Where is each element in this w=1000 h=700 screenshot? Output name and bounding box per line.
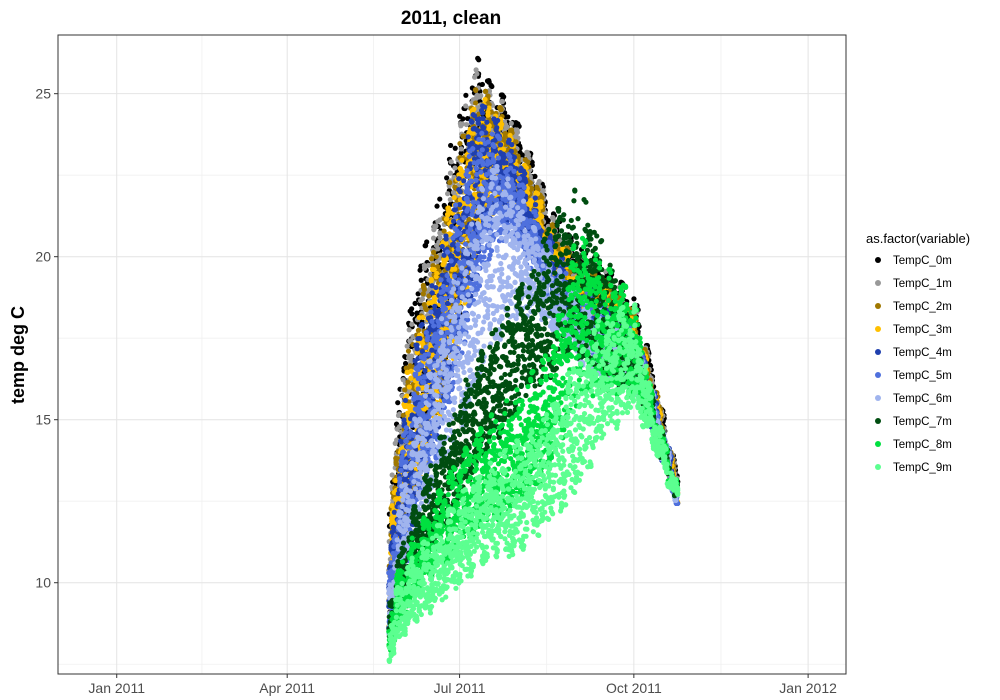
data-point <box>463 103 469 109</box>
data-point <box>395 400 401 406</box>
data-point <box>396 424 403 430</box>
data-point <box>464 115 471 122</box>
data-point <box>445 191 451 197</box>
data-point <box>478 93 484 99</box>
data-point <box>428 256 435 262</box>
data-point <box>444 175 450 181</box>
data-point <box>473 100 479 106</box>
data-point <box>419 296 425 302</box>
data-point <box>437 196 443 202</box>
data-point <box>415 327 422 333</box>
data-point <box>409 311 415 317</box>
data-point <box>402 387 408 393</box>
data-point <box>423 306 429 313</box>
data-point <box>479 81 485 88</box>
data-point <box>458 146 464 152</box>
data-point <box>488 82 494 89</box>
data-point <box>458 150 464 156</box>
data-point <box>417 267 423 273</box>
data-point <box>393 461 400 467</box>
data-point <box>452 165 458 171</box>
data-point <box>448 159 454 165</box>
data-point <box>473 87 479 93</box>
data-point <box>430 235 437 241</box>
data-points <box>386 55 681 665</box>
data-point <box>400 412 406 418</box>
data-point <box>409 321 415 327</box>
data-point <box>476 57 482 63</box>
data-point <box>545 217 551 224</box>
data-point <box>424 239 430 245</box>
data-point <box>447 170 454 176</box>
data-point <box>540 188 546 194</box>
data-point <box>514 129 521 135</box>
data-point <box>406 327 412 333</box>
data-point <box>463 92 469 98</box>
data-point <box>404 343 410 349</box>
data-point <box>529 186 535 192</box>
data-point <box>527 180 534 186</box>
data-point <box>457 140 463 147</box>
data-point <box>447 179 453 186</box>
data-point <box>498 106 504 113</box>
data-point <box>499 98 505 105</box>
data-point <box>508 120 514 126</box>
data-point <box>409 353 415 359</box>
data-point <box>433 223 439 229</box>
data-point <box>415 291 421 297</box>
data-point <box>501 94 507 100</box>
data-point <box>463 121 470 128</box>
data-point <box>402 360 409 367</box>
data-point <box>474 71 480 77</box>
data-point <box>405 348 412 354</box>
data-point <box>421 286 427 293</box>
data-point <box>505 114 511 120</box>
data-point <box>483 88 489 94</box>
plot-panel <box>57 34 847 675</box>
data-point <box>418 277 424 283</box>
data-point <box>409 306 415 312</box>
chart-title: 2011, clean <box>401 8 501 29</box>
data-point <box>532 173 538 179</box>
data-point <box>452 145 458 151</box>
data-point <box>434 203 440 209</box>
data-point <box>631 296 637 302</box>
data-point <box>412 300 418 307</box>
data-point <box>448 142 454 149</box>
data-point <box>536 178 542 185</box>
data-point <box>460 116 466 122</box>
data-point <box>433 253 439 260</box>
